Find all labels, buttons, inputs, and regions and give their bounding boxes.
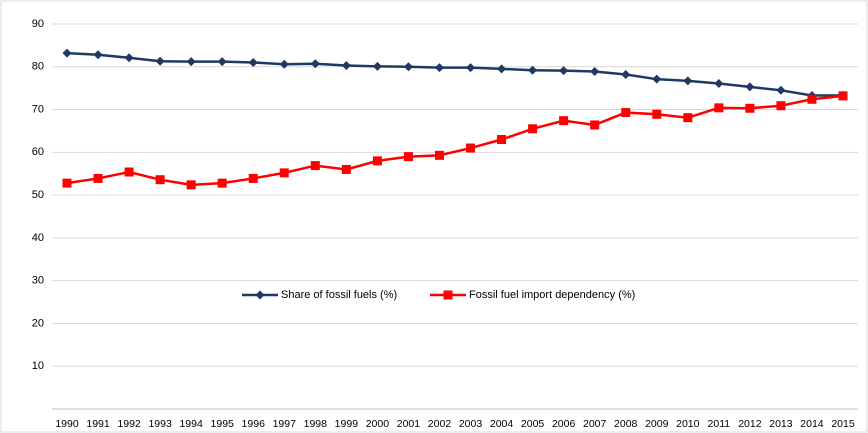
y-tick-label: 20 bbox=[32, 317, 44, 329]
x-tick-label: 2007 bbox=[583, 418, 607, 430]
square-marker bbox=[621, 108, 631, 118]
series-line bbox=[66, 51, 843, 97]
y-tick-label: 50 bbox=[32, 189, 44, 201]
diamond-marker bbox=[341, 60, 351, 70]
legend-label: Fossil fuel import dependency (%) bbox=[469, 289, 635, 301]
diamond-marker bbox=[683, 76, 693, 86]
x-tick-label: 2008 bbox=[614, 418, 638, 430]
diamond-marker bbox=[621, 69, 631, 79]
square-marker bbox=[341, 164, 351, 174]
x-tick-label: 2003 bbox=[459, 418, 483, 430]
legend-label: Share of fossil fuels (%) bbox=[281, 289, 397, 301]
diamond-marker bbox=[62, 48, 72, 58]
x-tick-label: 1996 bbox=[242, 418, 266, 430]
x-tick-label: 1994 bbox=[179, 418, 203, 430]
square-marker bbox=[683, 113, 693, 123]
square-marker bbox=[807, 94, 817, 104]
x-tick-label: 2004 bbox=[490, 418, 514, 430]
diamond-marker bbox=[776, 85, 786, 95]
square-marker bbox=[124, 167, 134, 177]
diamond-marker bbox=[255, 290, 265, 300]
square-marker bbox=[652, 109, 662, 119]
square-marker bbox=[528, 124, 538, 134]
diamond-marker bbox=[745, 82, 755, 92]
square-marker bbox=[372, 156, 382, 166]
x-tick-label: 1993 bbox=[148, 418, 172, 430]
square-marker bbox=[590, 120, 600, 130]
diamond-marker bbox=[186, 57, 196, 67]
x-tick-label: 2006 bbox=[552, 418, 576, 430]
square-marker bbox=[497, 135, 507, 144]
x-tick-label: 2002 bbox=[428, 418, 452, 430]
x-tick-label: 1999 bbox=[335, 418, 359, 430]
square-marker bbox=[403, 152, 413, 162]
diamond-marker bbox=[372, 61, 382, 71]
diamond-marker bbox=[434, 63, 444, 73]
diamond-marker bbox=[155, 56, 165, 66]
x-tick-label: 1997 bbox=[273, 418, 297, 430]
x-tick-label: 2010 bbox=[676, 418, 700, 430]
diamond-marker bbox=[497, 64, 507, 74]
x-tick-label: 2012 bbox=[738, 418, 762, 430]
legend: Share of fossil fuels (%) Fossil fuel imp… bbox=[242, 289, 635, 301]
square-marker bbox=[443, 290, 453, 300]
square-marker bbox=[186, 180, 196, 190]
x-tick-label: 2011 bbox=[708, 418, 731, 430]
square-marker bbox=[93, 173, 103, 183]
x-tick-label: 2015 bbox=[831, 418, 855, 430]
y-tick-label: 10 bbox=[32, 360, 44, 372]
square-marker bbox=[248, 173, 258, 183]
x-tick-label: 1990 bbox=[55, 418, 79, 430]
x-tick-label: 2013 bbox=[769, 418, 793, 430]
diamond-marker bbox=[248, 58, 258, 67]
square-marker bbox=[745, 103, 755, 113]
x-tick-label: 2014 bbox=[800, 418, 824, 430]
diamond-marker bbox=[310, 59, 320, 69]
diamond-marker bbox=[217, 57, 227, 67]
x-tick-label: 1998 bbox=[304, 418, 328, 430]
x-tick-label: 1992 bbox=[117, 418, 141, 430]
square-marker bbox=[466, 143, 476, 153]
diamond-marker bbox=[559, 66, 569, 76]
square-marker bbox=[279, 168, 289, 178]
square-marker bbox=[559, 116, 569, 126]
x-tick-label: 2005 bbox=[521, 418, 545, 430]
x-tick-label: 1991 bbox=[86, 418, 110, 430]
x-tick-label: 2001 bbox=[397, 418, 421, 430]
square-marker bbox=[310, 161, 320, 171]
square-marker bbox=[155, 175, 165, 185]
diamond-marker bbox=[528, 65, 538, 75]
square-marker bbox=[62, 178, 72, 188]
series-line bbox=[66, 94, 844, 187]
square-marker bbox=[434, 150, 444, 160]
diamond-marker bbox=[93, 50, 103, 60]
diamond-marker bbox=[466, 63, 476, 73]
square-marker bbox=[714, 103, 724, 113]
y-tick-label: 60 bbox=[32, 146, 44, 158]
square-marker bbox=[217, 178, 227, 188]
y-tick-label: 90 bbox=[32, 18, 44, 30]
y-tick-label: 80 bbox=[32, 61, 44, 73]
y-tick-label: 40 bbox=[32, 232, 44, 244]
diamond-marker bbox=[714, 78, 724, 88]
square-marker bbox=[776, 101, 786, 111]
diamond-marker bbox=[403, 62, 413, 72]
y-tick-label: 30 bbox=[32, 275, 44, 287]
diamond-marker bbox=[590, 66, 600, 76]
y-tick-label: 70 bbox=[32, 103, 44, 115]
x-tick-label: 2000 bbox=[366, 418, 390, 430]
x-tick-label: 1995 bbox=[211, 418, 235, 430]
diamond-marker bbox=[124, 53, 134, 63]
square-marker bbox=[838, 91, 848, 101]
diamond-marker bbox=[279, 59, 289, 69]
x-tick-label: 2009 bbox=[645, 418, 669, 430]
diamond-marker bbox=[652, 74, 662, 84]
